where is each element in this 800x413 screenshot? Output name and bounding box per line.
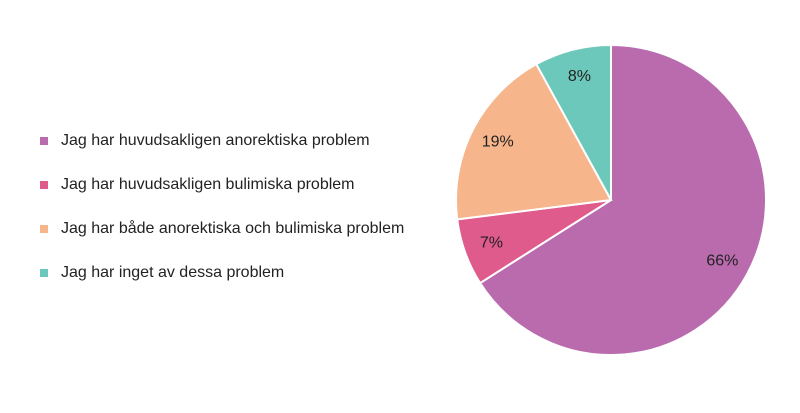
pie-slice [478, 43, 767, 356]
legend-swatch [40, 269, 48, 277]
data-label: 7% [480, 234, 503, 251]
legend-swatch [40, 181, 48, 189]
legend-label: Jag har inget av dessa problem [61, 264, 284, 281]
legend-label: Jag har både anorektiska och bulimiska p… [61, 219, 404, 237]
pie-slice [455, 62, 613, 221]
data-label: 19% [482, 134, 514, 151]
legend-label: Jag har huvudsakligen anorektiska proble… [61, 132, 370, 149]
data-label: 66% [706, 252, 738, 269]
legend-swatch [40, 225, 48, 233]
legend-label: Jag har huvudsakligen bulimiska problem [61, 176, 355, 193]
legend-swatch [40, 137, 48, 145]
pie-slice [534, 43, 612, 201]
data-label: 8% [568, 68, 591, 85]
